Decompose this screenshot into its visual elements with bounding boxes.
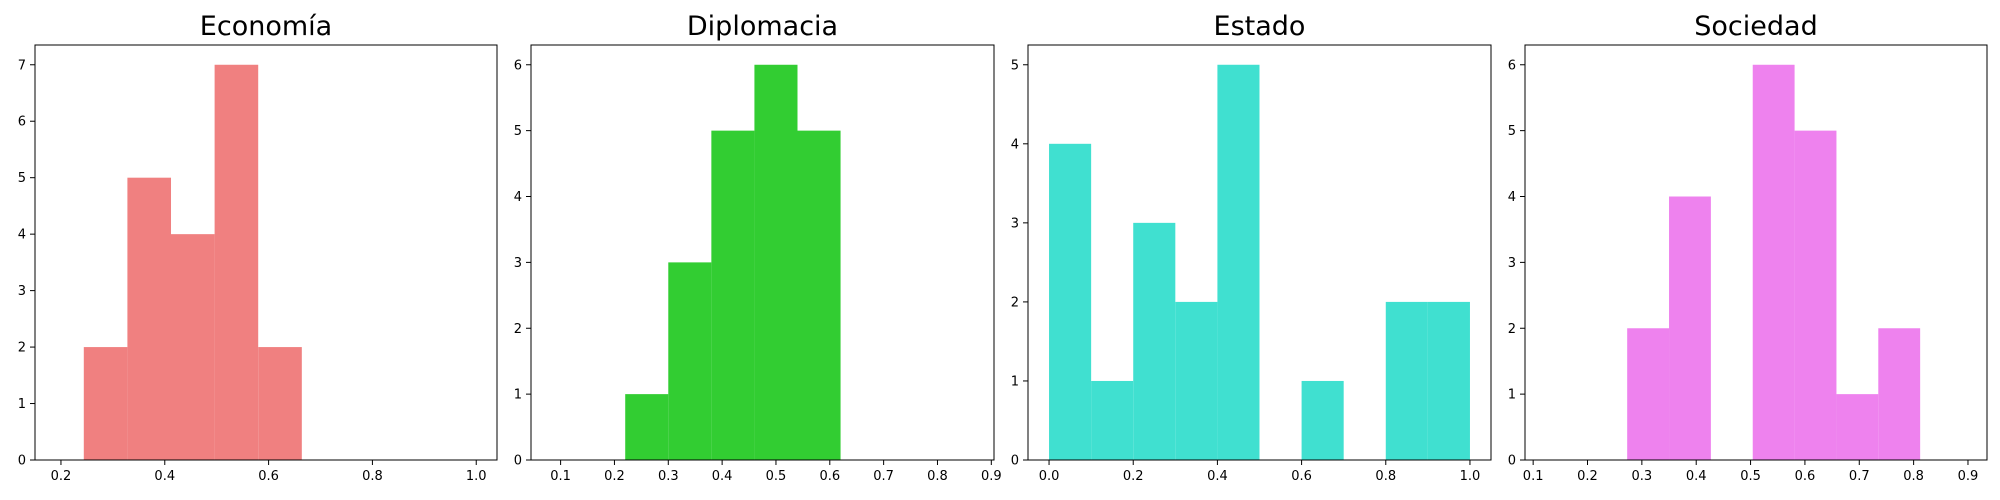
x-tick-label: 0.9 xyxy=(1958,469,1979,484)
histogram-bar xyxy=(668,262,712,460)
x-tick-label: 0.4 xyxy=(1207,469,1228,484)
histogram-bar xyxy=(1175,301,1218,460)
x-tick-label: 1.0 xyxy=(466,469,487,484)
x-tick-label: 0.4 xyxy=(154,469,175,484)
y-tick-label: 2 xyxy=(18,341,26,356)
x-tick-label: 0.4 xyxy=(712,469,733,484)
x-tick-label: 0.6 xyxy=(1291,469,1312,484)
y-tick-label: 3 xyxy=(1508,256,1516,271)
histogram-bar xyxy=(1133,222,1176,460)
x-tick-label: 0.4 xyxy=(1686,469,1707,484)
histogram-bar xyxy=(1301,380,1344,460)
x-tick-label: 0.8 xyxy=(927,469,948,484)
histogram-bar xyxy=(1385,301,1428,460)
histogram-bar xyxy=(1217,64,1260,460)
histogram-bar xyxy=(1752,64,1795,460)
y-tick-label: 4 xyxy=(1011,137,1019,152)
histogram-bar xyxy=(1427,301,1470,460)
histogram-bar xyxy=(711,130,755,460)
axes-frame xyxy=(34,44,498,461)
histogram-bar xyxy=(797,130,841,460)
y-tick-label: 6 xyxy=(1508,58,1516,73)
y-tick-label: 0 xyxy=(1011,454,1019,469)
x-tick-label: 0.3 xyxy=(658,469,679,484)
x-tick-label: 0.2 xyxy=(604,469,625,484)
x-tick-label: 0.8 xyxy=(1903,469,1924,484)
histogram-bar xyxy=(1627,328,1670,460)
y-tick-label: 3 xyxy=(18,284,26,299)
x-tick-label: 1.0 xyxy=(1460,469,1481,484)
x-tick-label: 0.2 xyxy=(51,469,72,484)
histogram-bar xyxy=(1091,380,1134,460)
y-tick-label: 5 xyxy=(514,124,522,139)
x-tick-label: 0.5 xyxy=(766,469,787,484)
histogram-bar xyxy=(127,177,172,460)
y-tick-label: 0 xyxy=(514,454,522,469)
histogram-bar xyxy=(1878,328,1921,460)
y-tick-label: 0 xyxy=(1508,454,1516,469)
y-tick-label: 4 xyxy=(514,190,522,205)
y-tick-label: 4 xyxy=(1508,190,1516,205)
axes-frame xyxy=(530,44,995,461)
y-tick-label: 6 xyxy=(18,115,26,130)
x-tick-label: 0.1 xyxy=(550,469,571,484)
y-tick-label: 5 xyxy=(18,171,26,186)
y-tick-label: 5 xyxy=(1011,58,1019,73)
y-tick-label: 1 xyxy=(18,397,26,412)
subplot-title: Diplomacia xyxy=(687,11,838,42)
subplot-title: Estado xyxy=(1214,11,1306,42)
subplot-title: Economía xyxy=(200,11,332,42)
y-tick-label: 1 xyxy=(1011,374,1019,389)
histogram-bar xyxy=(1794,130,1837,460)
y-tick-label: 2 xyxy=(514,322,522,337)
y-tick-label: 1 xyxy=(514,388,522,403)
x-tick-label: 0.8 xyxy=(1375,469,1396,484)
x-tick-label: 0.1 xyxy=(1523,469,1544,484)
y-tick-label: 4 xyxy=(18,228,26,243)
histogram-bar xyxy=(625,394,669,460)
x-tick-label: 0.2 xyxy=(1577,469,1598,484)
histogram-bar xyxy=(1049,143,1092,461)
histogram-bar xyxy=(1669,196,1711,460)
y-tick-label: 3 xyxy=(1011,216,1019,231)
histogram-bar xyxy=(83,347,128,460)
histogram-bar xyxy=(258,347,302,460)
subplot-3: 0.0 0.2 0.4 0.6 0.8 1.0 0 1 2 3 4 5 Estado xyxy=(1011,11,1492,484)
y-tick-label: 1 xyxy=(1508,388,1516,403)
subplot-2: 0.1 0.2 0.3 0.4 0.5 0.6 0.7 0.8 0.9 0 1 2 3 4 5 6 Diplom… xyxy=(514,11,1002,484)
x-tick-label: 0.8 xyxy=(362,469,383,484)
histogram-bar xyxy=(214,64,259,460)
y-tick-label: 5 xyxy=(1508,124,1516,139)
x-tick-label: 0.5 xyxy=(1740,469,1761,484)
x-tick-label: 0.2 xyxy=(1123,469,1144,484)
subplot-title: Sociedad xyxy=(1694,11,1817,42)
axes-frame xyxy=(1027,44,1492,461)
x-tick-label: 0.9 xyxy=(981,469,1002,484)
x-tick-label: 0.0 xyxy=(1039,469,1060,484)
x-tick-label: 0.6 xyxy=(258,469,279,484)
subplot-1: 0.2 0.4 0.6 0.8 1.0 0 1 2 3 4 5 6 7 Economía xyxy=(18,11,498,484)
x-tick-label: 0.6 xyxy=(1795,469,1816,484)
y-tick-label: 0 xyxy=(18,454,26,469)
y-tick-label: 2 xyxy=(1508,322,1516,337)
y-tick-label: 3 xyxy=(514,256,522,271)
x-tick-label: 0.7 xyxy=(1849,469,1870,484)
histogram-bar xyxy=(754,64,798,460)
y-tick-label: 7 xyxy=(18,58,26,73)
axes-frame xyxy=(1524,44,1988,461)
subplot-4: 0.1 0.2 0.3 0.4 0.5 0.6 0.7 0.8 0.9 0 1 2 3 4 5 6 Socied… xyxy=(1508,11,1988,484)
histogram-bar xyxy=(1836,394,1879,460)
histogram-bar xyxy=(171,234,215,460)
x-tick-label: 0.6 xyxy=(819,469,840,484)
x-tick-label: 0.3 xyxy=(1632,469,1653,484)
y-tick-label: 6 xyxy=(514,58,522,73)
y-tick-label: 2 xyxy=(1011,295,1019,310)
x-tick-label: 0.7 xyxy=(873,469,894,484)
